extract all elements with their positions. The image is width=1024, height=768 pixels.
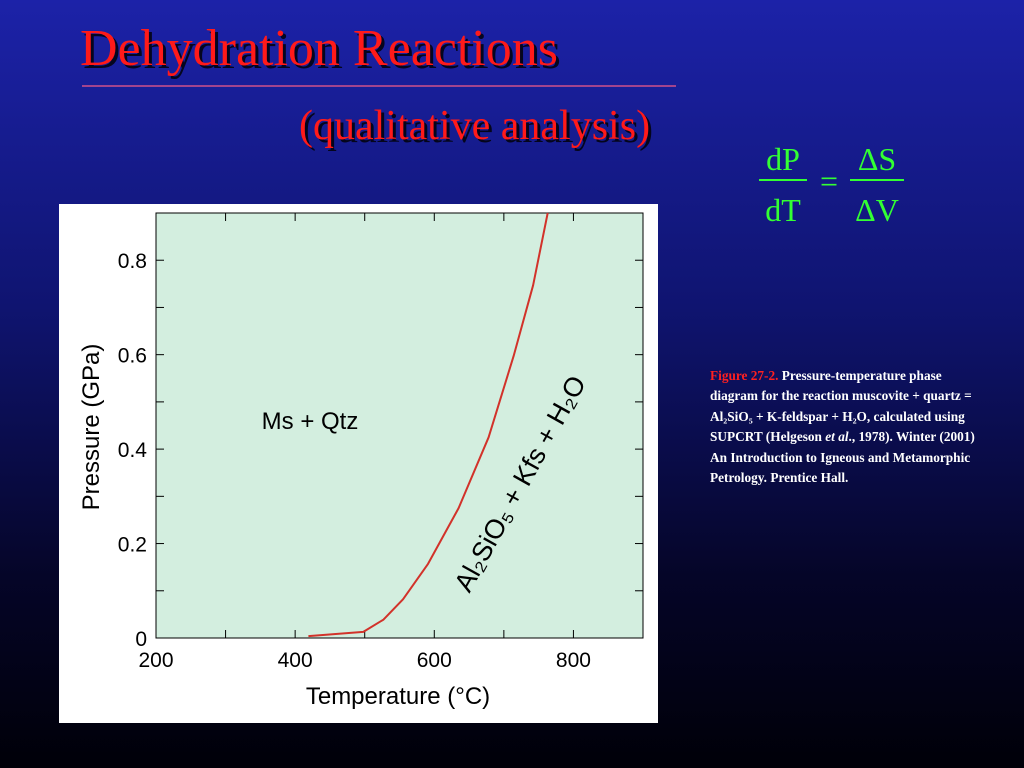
chart: 200 400 600 800 0 0.2 0.4 0.6 0.8 [118, 212, 644, 672]
y-axis-label: Pressure (GPa) [78, 344, 105, 511]
phase-boundary [308, 212, 549, 638]
caption-text: ., 1978). Winter (2001) An Introduction … [710, 429, 975, 486]
region-label: Ms + Qtz [262, 408, 359, 435]
x-tick-label: 600 [417, 649, 452, 672]
y-tick-label: 0.8 [118, 250, 147, 273]
x-tick-label: 400 [278, 649, 313, 672]
x-axis-label: Temperature (°C) [306, 683, 490, 710]
equation: dP dT = ΔS ΔV [759, 141, 904, 228]
y-tick-label: 0.6 [118, 345, 147, 368]
caption-label: Figure 27-2. [710, 368, 779, 383]
caption: Figure 27-2. Pressure-temperature phase … [710, 366, 988, 488]
title: Dehydration Reactions [80, 20, 558, 77]
caption-text: Pressure-temperature phase diagram for t… [710, 368, 972, 445]
y-tick-label: 0.4 [118, 439, 148, 462]
eq-rhs-top: ΔS [858, 141, 896, 177]
eq-rhs-bottom: ΔV [855, 192, 899, 228]
eq-lhs-top: dP [766, 141, 800, 177]
caption-text: et al [825, 429, 849, 445]
y-tick-label: 0.2 [118, 534, 147, 557]
eq-operator: = [820, 163, 838, 199]
x-tick-label: 800 [556, 649, 591, 672]
eq-lhs-bottom: dT [765, 192, 801, 228]
subtitle: (qualitative analysis) [299, 103, 650, 149]
title-shadow: Dehydration Reactions [83, 23, 561, 80]
x-tick-label: 200 [138, 649, 173, 672]
plot-area [155, 212, 644, 639]
subtitle-shadow: (qualitative analysis) [302, 106, 653, 152]
y-tick-label: 0 [135, 628, 147, 651]
